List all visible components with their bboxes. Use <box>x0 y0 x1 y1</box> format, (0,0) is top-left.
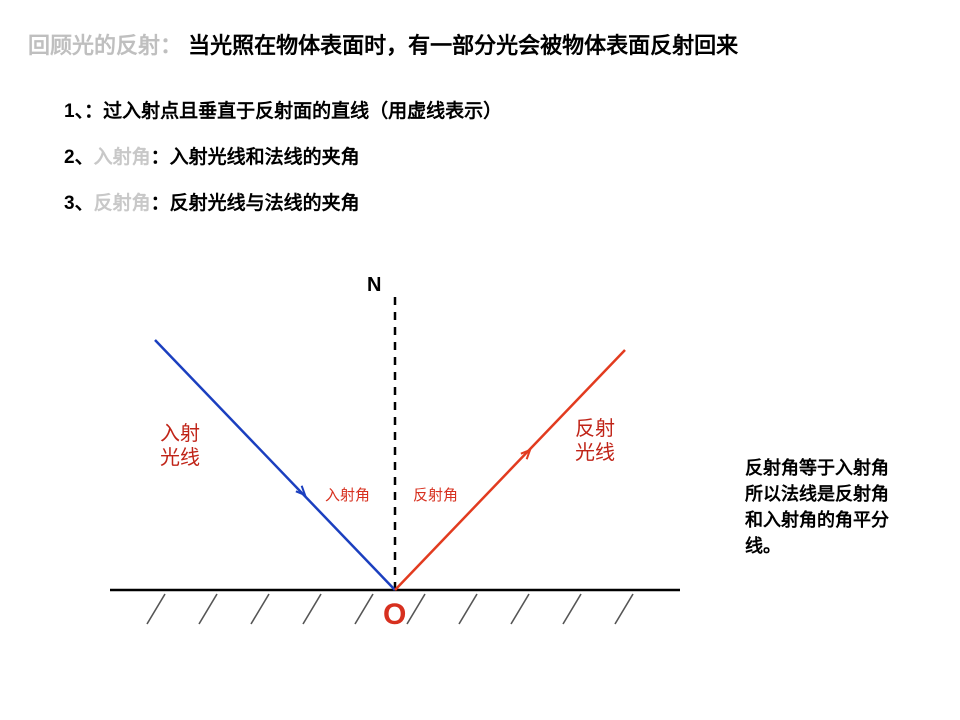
sidenote-line: 所以法线是反射角 <box>745 481 889 507</box>
label-reflect-angle: 反射角 <box>413 487 458 504</box>
hatch-line <box>459 594 477 624</box>
definition-item-3: 3、反射角：反射光线与法线的夹角 <box>64 188 360 215</box>
diagram-svg: NO入射光线反射光线入射角反射角 <box>60 260 700 660</box>
item-desc: ：反射光线与法线的夹角 <box>151 193 360 214</box>
item-number: 2、 <box>64 147 94 168</box>
hatch-line <box>407 594 425 624</box>
sidenote-line: 反射角等于入射角 <box>745 455 889 481</box>
item-desc: ：入射光线和法线的夹角 <box>151 147 360 168</box>
hatch-line <box>251 594 269 624</box>
side-note: 反射角等于入射角 所以法线是反射角 和入射角的角平分 线。 <box>745 455 889 559</box>
item-number: 1、 <box>64 101 84 122</box>
title-main: 当光照在物体表面时，有一部分光会被物体表面反射回来 <box>188 33 738 58</box>
item-number: 3、 <box>64 193 94 214</box>
reflected-ray <box>395 350 625 590</box>
item-desc: ：过入射点且垂直于反射面的直线（用虚线表示） <box>84 101 502 122</box>
label-reflected-ray: 光线 <box>575 441 615 464</box>
hatch-line <box>147 594 165 624</box>
item-term: 反射角 <box>94 193 151 214</box>
label-reflected-ray: 反射 <box>575 417 615 440</box>
sidenote-line: 线。 <box>745 533 889 559</box>
reflection-diagram: NO入射光线反射光线入射角反射角 <box>60 260 700 660</box>
definition-item-2: 2、入射角：入射光线和法线的夹角 <box>64 142 360 169</box>
hatch-line <box>355 594 373 624</box>
label-O: O <box>383 598 406 631</box>
sidenote-line: 和入射角的角平分 <box>745 507 889 533</box>
hatch-line <box>615 594 633 624</box>
definition-item-1: 1、：过入射点且垂直于反射面的直线（用虚线表示） <box>64 96 502 123</box>
hatch-line <box>511 594 529 624</box>
item-term: 入射角 <box>94 147 151 168</box>
title-prefix: 回顾光的反射： <box>28 33 182 58</box>
label-incident-angle: 入射角 <box>325 487 370 504</box>
label-incident-ray: 入射 <box>160 422 200 445</box>
label-incident-ray: 光线 <box>160 446 200 469</box>
hatch-line <box>563 594 581 624</box>
hatch-line <box>303 594 321 624</box>
hatch-line <box>199 594 217 624</box>
label-N: N <box>367 274 381 296</box>
page-title: 回顾光的反射： 当光照在物体表面时，有一部分光会被物体表面反射回来 <box>28 28 738 60</box>
